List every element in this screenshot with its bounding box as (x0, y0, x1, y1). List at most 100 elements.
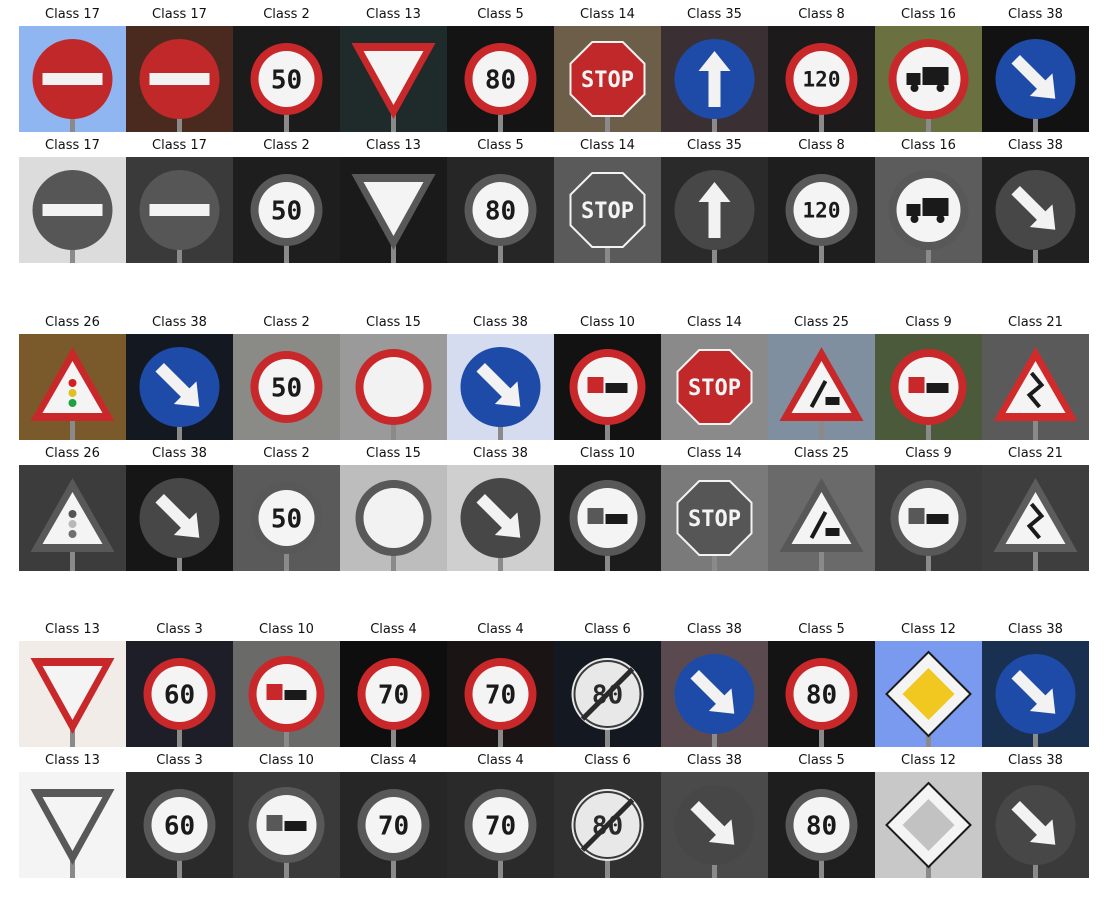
grayscale-sign-image (340, 157, 447, 263)
sign-glyph-text: 80 (485, 196, 516, 226)
color-sign-image (554, 334, 661, 440)
sample-cell: Class 10 (554, 313, 661, 440)
sample-cell: Class 26 (19, 444, 126, 571)
sign-glyph-text: STOP (581, 199, 634, 224)
grayscale-sign-image: 70 (340, 772, 447, 878)
cell-title: Class 2 (263, 315, 310, 330)
sample-cell: Class 38 (126, 444, 233, 571)
color-sign-image (126, 334, 233, 440)
cell-title: Class 21 (1008, 446, 1063, 461)
nopass-sign-icon (890, 349, 967, 440)
sample-cell: Class 38 (661, 751, 768, 878)
sample-cell: Class 2 50 (233, 313, 340, 440)
color-sign-image: 120 (768, 26, 875, 132)
priority-sign-icon (885, 650, 972, 747)
cell-title: Class 3 (156, 622, 203, 637)
color-sign-image: STOP (661, 334, 768, 440)
signals-sign-icon (30, 347, 115, 440)
signals-sign-icon (30, 478, 115, 571)
grayscale-sign-image (19, 772, 126, 878)
stop-sign-icon: STOP (569, 41, 646, 132)
cell-title: Class 38 (687, 753, 742, 768)
sample-cell: Class 14 STOP (661, 313, 768, 440)
grayscale-sign-image: 60 (126, 772, 233, 878)
color-sign-image (768, 334, 875, 440)
arrowdr-sign-icon (995, 170, 1076, 263)
nopass-sign-icon (569, 480, 646, 571)
color-sign-image (19, 641, 126, 747)
speed-sign-icon: 80 (464, 43, 537, 132)
cell-title: Class 4 (477, 753, 524, 768)
grayscale-sign-image: STOP (661, 465, 768, 571)
arrowdr-sign-icon (139, 347, 220, 440)
yield-sign-icon (30, 658, 115, 747)
grayscale-sign-image: 70 (447, 772, 554, 878)
grayscale-sign-image (661, 157, 768, 263)
speed-sign-icon: 70 (357, 658, 430, 747)
cell-title: Class 21 (1008, 315, 1063, 330)
cell-title: Class 6 (584, 753, 631, 768)
grayscale-sign-image (661, 772, 768, 878)
sample-cell: Class 38 (661, 620, 768, 747)
speed-sign-icon: 120 (785, 174, 858, 263)
sample-cell: Class 38 (982, 5, 1089, 132)
cell-title: Class 35 (687, 7, 742, 22)
cell-title: Class 38 (687, 622, 742, 637)
sample-cell: Class 4 70 (447, 751, 554, 878)
cell-title: Class 12 (901, 622, 956, 637)
cell-title: Class 17 (45, 7, 100, 22)
sample-cell: Class 12 (875, 620, 982, 747)
sample-cell: Class 3 60 (126, 751, 233, 878)
cell-title: Class 6 (584, 622, 631, 637)
sample-cell: Class 25 (768, 313, 875, 440)
sample-cell: Class 8 120 (768, 5, 875, 132)
sample-cell: Class 10 (554, 444, 661, 571)
sample-cell: Class 38 (982, 620, 1089, 747)
arrowdr-sign-icon (674, 785, 755, 878)
color-sign-image: STOP (554, 26, 661, 132)
cell-title: Class 8 (798, 7, 845, 22)
cell-title: Class 38 (473, 446, 528, 461)
sample-cell: Class 13 (19, 751, 126, 878)
cell-title: Class 10 (259, 622, 314, 637)
arrowup-sign-icon (674, 39, 755, 132)
speed-sign-icon: 50 (250, 174, 323, 263)
cell-title: Class 13 (366, 138, 421, 153)
cell-title: Class 25 (794, 446, 849, 461)
noentry-sign-icon (32, 39, 113, 132)
cell-title: Class 38 (1008, 7, 1063, 22)
noveh-sign-icon (355, 349, 432, 440)
speed-sign-icon: 60 (143, 658, 216, 747)
cell-title: Class 38 (1008, 138, 1063, 153)
sample-cell: Class 35 (661, 5, 768, 132)
sample-cell: Class 17 (19, 136, 126, 263)
yield-sign-icon (351, 174, 436, 263)
arrowdr-sign-icon (995, 654, 1076, 747)
grayscale-sign-image (340, 465, 447, 571)
sample-cell: Class 5 80 (768, 620, 875, 747)
arrowdr-sign-icon (139, 478, 220, 571)
cell-title: Class 13 (45, 753, 100, 768)
color-sign-image (340, 334, 447, 440)
color-sign-image: 70 (340, 641, 447, 747)
cell-title: Class 17 (45, 138, 100, 153)
truck-sign-icon (888, 39, 969, 132)
sign-glyph-text: 70 (485, 811, 516, 841)
cell-title: Class 5 (477, 138, 524, 153)
grayscale-sign-image: 50 (233, 465, 340, 571)
sample-cell: Class 38 (982, 751, 1089, 878)
color-sign-image: 70 (447, 641, 554, 747)
color-sign-image: 80 (554, 641, 661, 747)
speed-sign-icon: 80 (785, 789, 858, 878)
sign-glyph-text: 60 (164, 811, 195, 841)
sample-cell: Class 17 (19, 5, 126, 132)
stop-sign-icon: STOP (676, 349, 753, 440)
color-sign-image (982, 641, 1089, 747)
cell-title: Class 8 (798, 138, 845, 153)
sample-cell: Class 6 80 (554, 751, 661, 878)
color-sign-image (661, 26, 768, 132)
speed-sign-icon: 80 (785, 658, 858, 747)
sign-glyph-text: STOP (581, 68, 634, 93)
sign-glyph-text: 50 (271, 373, 302, 403)
cell-title: Class 3 (156, 753, 203, 768)
